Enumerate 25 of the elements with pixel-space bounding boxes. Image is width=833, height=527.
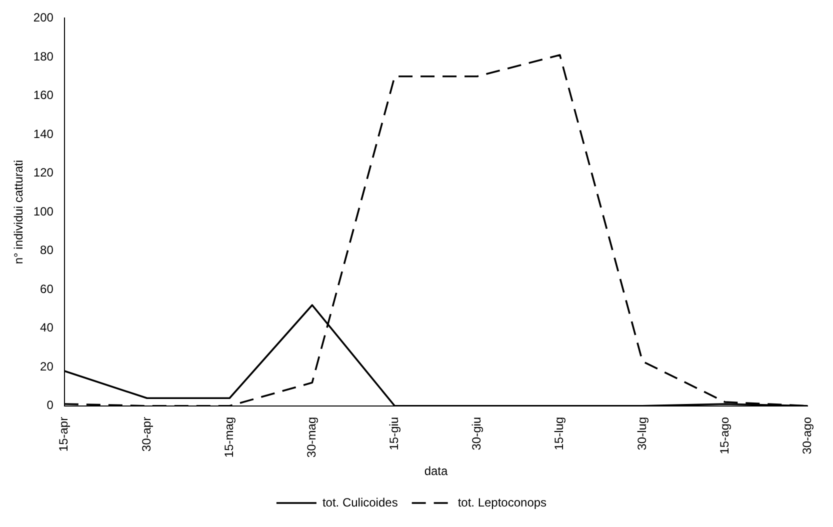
x-tick-label: 30-ago [800,416,814,454]
y-tick-label: 60 [40,282,54,296]
y-axis-title: n° individui catturati [12,160,26,264]
y-tick-label: 20 [40,359,54,374]
x-tick-label: 30-mag [304,416,318,458]
x-axis-title: data [424,464,448,478]
y-tick-label: 0 [46,398,54,412]
y-tick-label: 200 [33,10,54,25]
x-tick-label: 30-giu [470,416,484,450]
x-tick-label: 15-mag [222,416,236,458]
x-tick-label: 15-ago [717,416,732,454]
y-tick-label: 100 [33,204,54,218]
legend-label: tot. Leptoconops [458,495,547,510]
y-tick-label: 160 [33,88,54,102]
x-tick-label: 15-lug [552,416,566,450]
x-tick-label: 30-lug [634,416,649,450]
y-tick-label: 180 [33,49,54,64]
x-tick-label: 15-apr [56,416,71,452]
legend-label: tot. Culicoides [322,495,398,510]
y-tick-label: 40 [40,320,54,335]
y-tick-label: 140 [33,126,54,141]
y-tick-label: 120 [33,166,54,180]
x-tick-label: 15-giu [387,416,402,450]
x-tick-label: 30-apr [139,416,154,452]
y-tick-label: 80 [40,243,54,258]
